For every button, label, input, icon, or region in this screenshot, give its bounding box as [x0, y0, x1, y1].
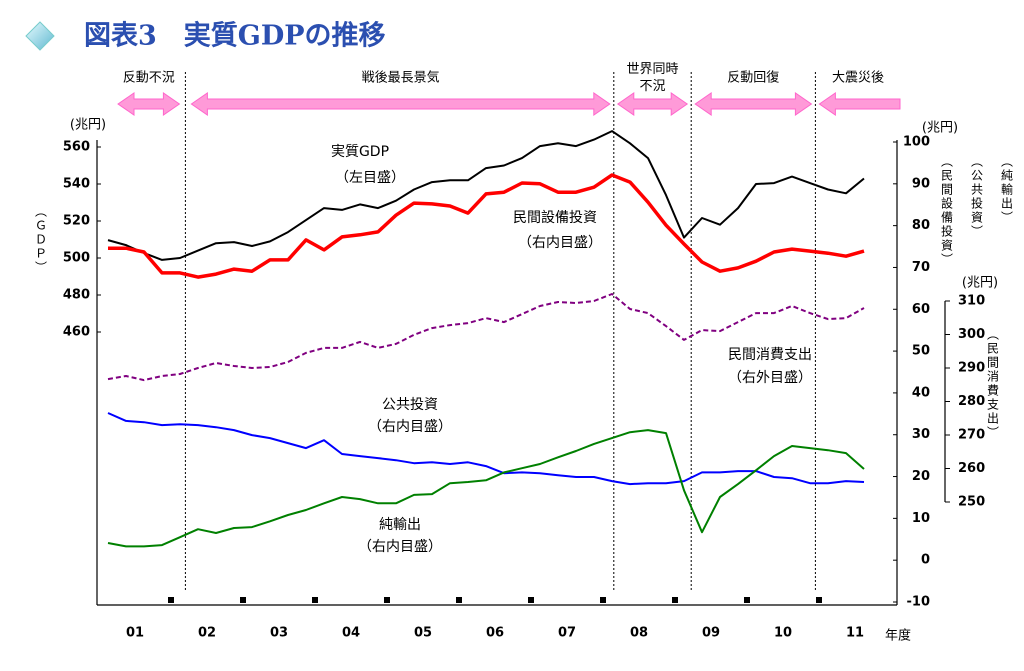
- x-tick-label: 11: [846, 626, 864, 641]
- period-label: 戦後最長景気: [362, 70, 440, 86]
- year-marker: [528, 597, 534, 603]
- y-tick-label: 500: [63, 251, 90, 266]
- period-arrow: [190, 92, 611, 116]
- y2-title: （純輸出）: [1000, 155, 1014, 225]
- y3-unit: (兆円): [962, 276, 998, 291]
- y2-tick-label: 80: [912, 218, 930, 233]
- series-line: [107, 130, 865, 261]
- y2-tick-label: -10: [907, 595, 931, 610]
- series-label: 実質GDP: [331, 144, 389, 160]
- x-unit: 年度: [885, 628, 911, 644]
- y2-tick-label: 0: [921, 553, 930, 568]
- x-tick-label: 02: [198, 626, 216, 641]
- title-icon: [25, 21, 55, 51]
- series-scale-note: （右外目盛）: [728, 370, 812, 386]
- y2-unit: (兆円): [922, 121, 958, 136]
- period-arrow: [117, 92, 181, 116]
- x-tick-label: 07: [558, 626, 576, 641]
- year-marker: [168, 597, 174, 603]
- series-label: 民間設備投資: [513, 210, 597, 226]
- year-marker: [456, 597, 462, 603]
- y3-tick-label: 260: [958, 461, 985, 476]
- period-arrow: [616, 92, 689, 116]
- series-scale-note: （右内目盛）: [518, 235, 602, 251]
- series-label: 公共投資: [382, 397, 438, 413]
- period-label: 反動不況: [123, 71, 175, 86]
- y3-tick-label: 300: [958, 327, 985, 342]
- y2-tick-label: 100: [903, 135, 930, 150]
- year-marker: [672, 597, 678, 603]
- x-tick-label: 04: [342, 626, 360, 641]
- y2-tick-label: 70: [912, 260, 930, 275]
- y-tick-label: 520: [63, 214, 90, 229]
- series-line: [108, 173, 865, 279]
- y2-tick-label: 30: [912, 427, 930, 442]
- y2-tick-label: 60: [912, 302, 930, 317]
- y3-tick-label: 310: [958, 294, 985, 309]
- x-tick-label: 01: [126, 626, 144, 641]
- x-tick-label: 03: [270, 626, 288, 641]
- x-tick-label: 10: [774, 626, 792, 641]
- period-arrow: [694, 92, 813, 116]
- y-tick-label: 560: [63, 140, 90, 155]
- period-label: 反動回復: [727, 70, 779, 86]
- series-scale-note: （左目盛）: [335, 170, 405, 186]
- x-tick-label: 05: [414, 626, 432, 641]
- period-label: 大震災後: [832, 71, 884, 86]
- year-marker: [240, 597, 246, 603]
- y3-tick-label: 280: [958, 394, 985, 409]
- y-tick-label: 460: [63, 325, 90, 340]
- year-marker: [384, 597, 390, 603]
- y3-tick-label: 270: [958, 428, 985, 443]
- y-tick-label: 480: [63, 288, 90, 303]
- series-line: [107, 429, 865, 548]
- y2-tick-label: 50: [912, 344, 930, 359]
- y3-tick-label: 250: [958, 495, 985, 510]
- series-line: [107, 293, 865, 382]
- series-line: [107, 412, 865, 486]
- y-unit: (兆円): [70, 118, 106, 133]
- y3-tick-label: 290: [958, 361, 985, 376]
- period-arrow: [818, 92, 901, 116]
- year-marker: [816, 597, 822, 603]
- period-label: 不況: [639, 79, 665, 94]
- chart-title: 図表3 実質GDPの推移: [84, 20, 386, 52]
- y3-title: （民間消費支出）: [986, 328, 1000, 440]
- year-marker: [312, 597, 318, 603]
- y2-tick-label: 20: [912, 469, 930, 484]
- x-tick-label: 08: [630, 626, 648, 641]
- period-label: 世界同時: [626, 62, 678, 77]
- y-title: （ＧＤＰ）: [34, 205, 48, 275]
- year-marker: [600, 597, 606, 603]
- series-scale-note: （右内目盛）: [368, 419, 452, 435]
- series-label: 民間消費支出: [728, 347, 812, 363]
- y-tick-label: 540: [63, 177, 90, 192]
- series-label: 純輸出: [379, 517, 421, 533]
- y2-tick-label: 10: [912, 511, 930, 526]
- year-marker: [744, 597, 750, 603]
- y2-title: （公共投資）: [970, 155, 984, 239]
- series-scale-note: （右内目盛）: [358, 539, 442, 555]
- y2-tick-label: 40: [912, 385, 930, 400]
- x-tick-label: 06: [486, 626, 504, 641]
- x-tick-label: 09: [702, 626, 720, 641]
- y2-title: （民間設備投資）: [940, 155, 954, 267]
- y2-tick-label: 90: [912, 176, 930, 191]
